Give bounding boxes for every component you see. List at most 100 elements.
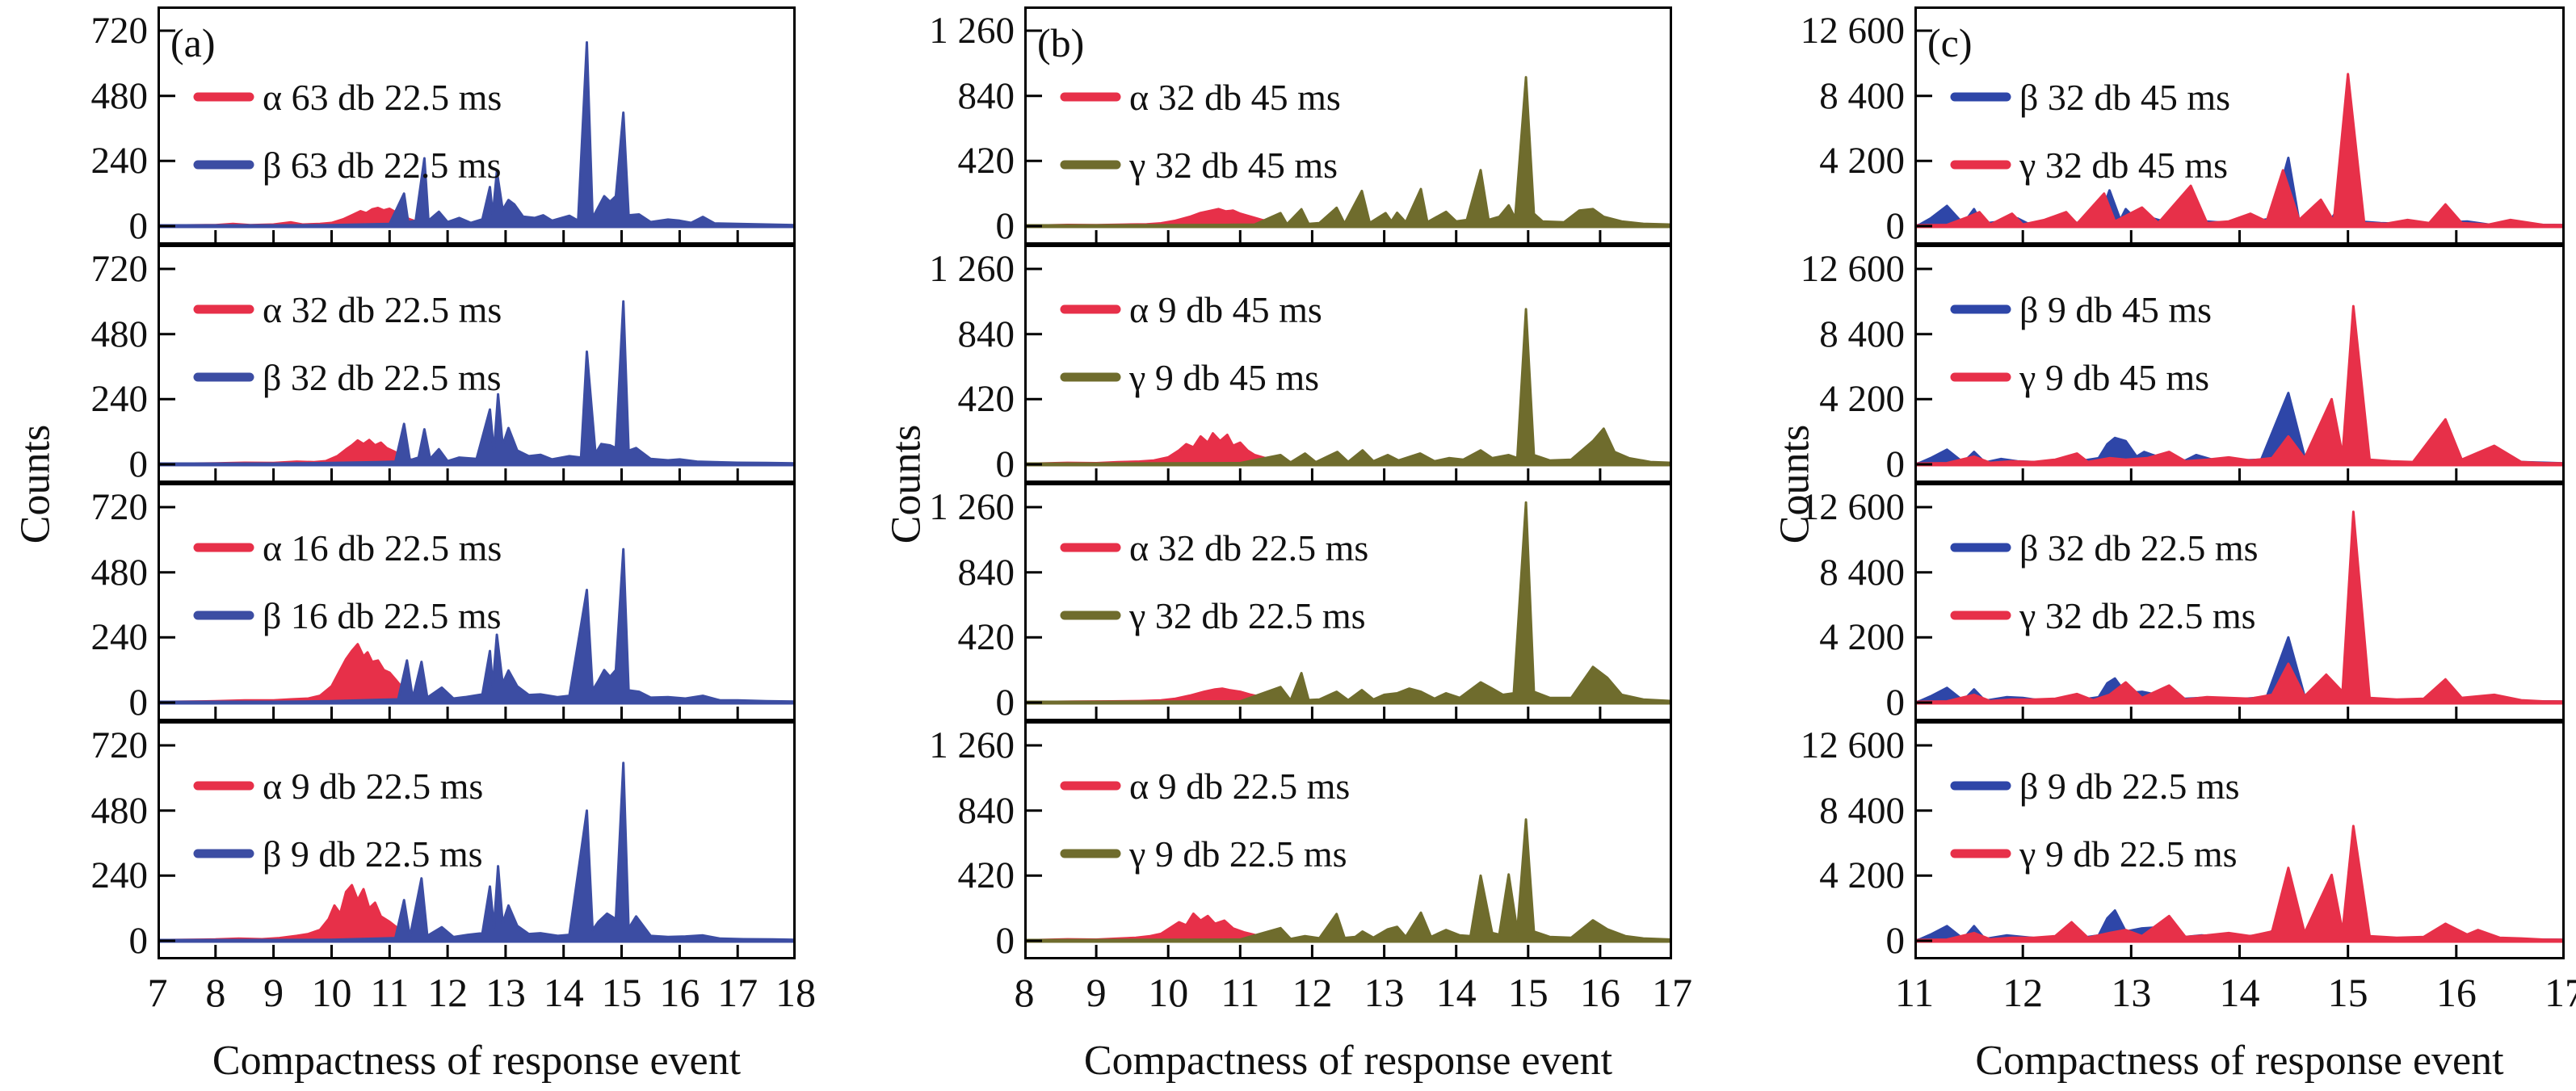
- series-β 63 db 22.5 ms: [158, 41, 796, 228]
- legend-label: α 63 db 22.5 ms: [263, 77, 502, 118]
- y-tick-label: 840: [957, 74, 1015, 117]
- y-tick-label: 420: [957, 140, 1015, 183]
- x-axis-title: Compactness of response event: [1975, 1038, 2504, 1084]
- y-tick-label: 1 260: [929, 724, 1015, 766]
- subplot-panel: α 9 db 22.5 ms β 9 db 22.5 ms: [158, 721, 796, 959]
- subplot-panel: α 16 db 22.5 ms β 16 db 22.5 ms: [158, 483, 796, 721]
- y-tick-label: 8 400: [1819, 551, 1905, 594]
- x-tick-label: 12: [2002, 970, 2044, 1015]
- legend-label: γ 9 db 45 ms: [2019, 357, 2209, 398]
- series-γ 9 db 22.5 ms: [1024, 818, 1672, 942]
- y-tick-label: 8 400: [1819, 74, 1905, 117]
- x-tick-label: 12: [1292, 970, 1333, 1015]
- subplot-panel: α 32 db 22.5 ms γ 32 db 22.5 ms: [1024, 483, 1672, 721]
- legend-label: β 9 db 22.5 ms: [263, 833, 483, 875]
- y-tick-label: 0: [1885, 920, 1906, 962]
- panel-border: [158, 483, 796, 721]
- legend-label: β 32 db 22.5 ms: [263, 357, 502, 398]
- legend-label: α 32 db 22.5 ms: [263, 289, 502, 330]
- x-tick-label: 13: [485, 970, 526, 1015]
- legend-label: γ 32 db 45 ms: [1128, 145, 1338, 186]
- y-tick-label: 0: [995, 682, 1015, 724]
- series-β 16 db 22.5 ms: [158, 548, 796, 704]
- series-α 9 db 22.5 ms: [158, 883, 796, 942]
- legend-label: α 16 db 22.5 ms: [263, 527, 502, 569]
- x-tick-label: 13: [1364, 970, 1405, 1015]
- y-tick-label: 420: [957, 378, 1015, 421]
- panel-border: [158, 6, 796, 245]
- x-tick-label: 12: [427, 970, 469, 1015]
- y-tick-label: 0: [995, 920, 1015, 962]
- y-tick-label: 480: [90, 313, 149, 355]
- x-axis-title: Compactness of response event: [1083, 1038, 1613, 1084]
- x-tick-label: 9: [1086, 970, 1107, 1015]
- subplot-panel: α 32 db 22.5 ms β 32 db 22.5 ms: [158, 245, 796, 483]
- subplot-panel: (a) α 63 db 22.5 ms β 63 db 22.5 ms: [158, 6, 796, 245]
- y-tick-label: 0: [1885, 205, 1906, 247]
- y-tick-label: 1 260: [929, 486, 1015, 528]
- x-tick-label: 17: [717, 970, 759, 1015]
- subplot-panel: β 32 db 22.5 ms γ 32 db 22.5 ms: [1914, 483, 2565, 721]
- legend-label: α 9 db 22.5 ms: [1129, 766, 1350, 807]
- x-tick-label: 15: [1507, 970, 1549, 1015]
- y-tick-label: 0: [1885, 682, 1906, 724]
- x-tick-label: 8: [1014, 970, 1035, 1015]
- x-tick-label: 15: [2327, 970, 2368, 1015]
- x-tick-label: 8: [205, 970, 226, 1015]
- x-tick-label: 17: [2544, 970, 2576, 1015]
- series-β 9 db 45 ms: [1914, 392, 2565, 466]
- y-tick-label: 480: [90, 551, 149, 594]
- legend-label: γ 9 db 45 ms: [1128, 357, 1319, 398]
- subplot-panel: α 9 db 45 ms γ 9 db 45 ms: [1024, 245, 1672, 483]
- x-tick-label: 15: [601, 970, 642, 1015]
- legend-label: α 32 db 45 ms: [1129, 77, 1341, 118]
- legend-label: γ 32 db 45 ms: [2019, 145, 2228, 186]
- series-β 9 db 22.5 ms: [158, 762, 796, 942]
- y-tick-label: 0: [995, 443, 1015, 485]
- legend-label: α 9 db 45 ms: [1129, 289, 1322, 330]
- panel-border: [158, 721, 796, 959]
- subplot-panel: β 9 db 45 ms γ 9 db 45 ms: [1914, 245, 2565, 483]
- x-tick-label: 14: [543, 970, 584, 1015]
- y-tick-label: 840: [957, 551, 1015, 594]
- subplot-panel: (b) α 32 db 45 ms γ 32 db 45 ms: [1024, 6, 1672, 245]
- y-tick-label: 480: [90, 74, 149, 117]
- x-tick-label: 11: [1221, 970, 1260, 1015]
- y-tick-label: 240: [90, 378, 149, 421]
- y-tick-label: 480: [90, 789, 149, 832]
- legend-label: β 32 db 45 ms: [2019, 77, 2230, 118]
- x-tick-label: 16: [1579, 970, 1620, 1015]
- legend-label: β 63 db 22.5 ms: [263, 145, 502, 186]
- y-tick-label: 0: [128, 682, 149, 724]
- y-tick-label: 4 200: [1819, 378, 1905, 421]
- y-tick-label: 12 600: [1800, 724, 1905, 766]
- legend-label: γ 32 db 22.5 ms: [1128, 595, 1366, 636]
- y-tick-label: 0: [995, 205, 1015, 247]
- y-tick-label: 1 260: [929, 10, 1015, 52]
- legend-label: β 9 db 45 ms: [2019, 289, 2212, 330]
- panel-border: [1024, 245, 1672, 483]
- series-β 32 db 22.5 ms: [1914, 636, 2565, 704]
- x-tick-label: 7: [147, 970, 168, 1015]
- y-tick-label: 840: [957, 789, 1015, 832]
- y-tick-label: 0: [1885, 443, 1906, 485]
- y-tick-label: 240: [90, 616, 149, 659]
- x-tick-label: 9: [263, 970, 284, 1015]
- series-α 16 db 22.5 ms: [158, 643, 796, 704]
- x-tick-label: 14: [2219, 970, 2260, 1015]
- y-tick-label: 4 200: [1819, 616, 1905, 659]
- y-tick-label: 0: [128, 443, 149, 485]
- series-β 32 db 22.5 ms: [158, 300, 796, 466]
- panel-border: [1914, 6, 2565, 245]
- y-tick-label: 4 200: [1819, 854, 1905, 897]
- x-tick-label: 14: [1435, 970, 1477, 1015]
- y-tick-label: 0: [128, 920, 149, 962]
- series-γ 32 db 45 ms: [1914, 73, 2565, 228]
- x-tick-label: 11: [1894, 970, 1935, 1015]
- panel-border: [1024, 483, 1672, 721]
- x-tick-label: 16: [2435, 970, 2477, 1015]
- y-tick-label: 12 600: [1800, 486, 1905, 528]
- y-tick-label: 420: [957, 616, 1015, 659]
- x-tick-label: 10: [311, 970, 352, 1015]
